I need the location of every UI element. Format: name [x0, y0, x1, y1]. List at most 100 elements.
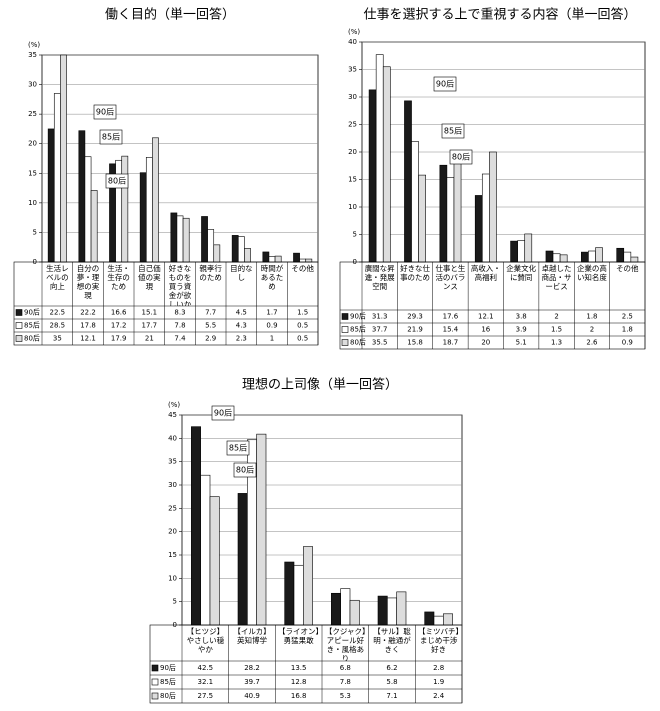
bar [60, 54, 67, 263]
legend-label: 85后 [350, 325, 366, 334]
legend-label: 90后 [160, 663, 176, 672]
annotation: 85后 [229, 443, 247, 453]
bar [53, 93, 61, 263]
table-value: 1 [270, 335, 274, 343]
table-value: 17.7 [142, 322, 158, 330]
table-value: 29.3 [407, 313, 423, 321]
table-value: 20 [481, 339, 490, 347]
table-value: 42.5 [198, 664, 214, 672]
table-value: 22.5 [50, 309, 66, 317]
bar [453, 158, 462, 263]
table-value: 0.5 [297, 335, 308, 343]
x-tick-label-box: その他 [291, 264, 314, 273]
x-tick-label: 生活レベルの向上 [46, 264, 69, 291]
y-tick-label: 10 [168, 574, 177, 582]
bar [446, 177, 455, 263]
annotation: 90后 [96, 107, 114, 117]
bar [145, 157, 153, 263]
table-value: 2.9 [205, 335, 216, 343]
y-tick-label: 25 [168, 504, 177, 512]
bar [213, 244, 221, 263]
bar [90, 190, 98, 263]
table-value: 17.6 [443, 313, 459, 321]
x-tick-label: 好きなものを買う資金が欲しいから [168, 264, 192, 306]
annotation-box [211, 405, 235, 421]
table-value: 35 [53, 335, 62, 343]
x-tick-label: 親孝行のため [199, 264, 222, 282]
table-value: 0.9 [622, 339, 633, 347]
table-value: 7.8 [174, 322, 185, 330]
bar [231, 235, 239, 263]
bar [424, 611, 435, 626]
legend-swatch [15, 322, 23, 329]
x-tick-label-box: 【ライオン】勇猛果敢 [278, 627, 320, 645]
table-value: 31.3 [372, 313, 388, 321]
y-tick-label: 30 [168, 481, 177, 489]
x-tick-label-box: 目的なし [230, 264, 253, 282]
y-axis-unit: (%) [168, 401, 180, 409]
bar [489, 151, 497, 263]
y-tick-label: 20 [348, 148, 357, 156]
table-value: 0.5 [297, 322, 308, 330]
table-value: 8.3 [174, 309, 185, 317]
y-tick-label: 25 [28, 110, 37, 118]
x-tick-label: 時間があるため [260, 264, 284, 291]
y-tick-label: 15 [28, 169, 37, 177]
y-tick-label: 30 [28, 81, 37, 89]
table-value: 12.8 [291, 678, 307, 686]
bar [237, 493, 248, 626]
y-tick-label: 20 [28, 140, 37, 148]
x-tick-label-box: 自己価値の実現 [138, 264, 161, 291]
legend-label: 80后 [160, 691, 176, 700]
x-tick-label-box: 仕事と生活のバランス [435, 264, 465, 291]
x-tick-label-box: 【イルカ】英知博学 [233, 627, 270, 645]
table-value: 22.2 [80, 309, 96, 317]
x-tick-label: 【ライオン】勇猛果敢 [278, 627, 320, 645]
bar [274, 255, 282, 263]
table-value: 1.8 [622, 326, 633, 334]
bar [630, 256, 639, 263]
bar [207, 229, 215, 263]
legend-swatch [151, 678, 159, 686]
bar [581, 251, 589, 263]
table-value: 21 [145, 335, 154, 343]
bar [616, 247, 625, 263]
legend-swatch [15, 309, 23, 316]
legend-label: 80后 [24, 334, 40, 343]
table-value: 17.2 [111, 322, 127, 330]
bar [623, 251, 632, 263]
bar [375, 54, 384, 263]
table-value: 15.1 [142, 309, 158, 317]
bar [474, 195, 483, 263]
annotation-box [99, 129, 123, 145]
table-value: 12.1 [80, 335, 96, 343]
table-value: 1.3 [551, 339, 562, 347]
bar [299, 258, 307, 263]
x-tick-label-box: 【ミツバチ】まじめ干渉好き [418, 627, 460, 654]
table-value: 13.5 [291, 664, 307, 672]
y-tick-label: 40 [168, 434, 177, 442]
legend-swatch [15, 335, 23, 342]
bar [396, 591, 407, 626]
legend-label: 85后 [24, 321, 40, 330]
x-tick-label: 廣闊な昇進・発展空間 [364, 264, 395, 291]
table-value: 1.9 [433, 678, 444, 686]
annotation: 90后 [436, 79, 454, 89]
bar [209, 496, 220, 626]
bar [182, 217, 190, 263]
table-value: 16.8 [291, 692, 307, 700]
x-tick-label: 【クジャク】アピール好き・風格あり [324, 627, 366, 661]
x-tick-label: 【ミツバチ】まじめ干渉好き [418, 627, 460, 654]
table-value: 6.2 [386, 664, 397, 672]
annotation-box [226, 440, 250, 456]
bar [377, 595, 388, 626]
x-tick-label-box: 自分の夢・理想の実現 [77, 264, 100, 300]
bar [510, 240, 518, 263]
legend-swatch [341, 313, 349, 320]
x-tick-label: 企業の高い知名度 [576, 264, 607, 282]
table-value: 17.9 [111, 335, 127, 343]
table-value: 3.9 [516, 326, 527, 334]
table-value: 37.7 [372, 326, 388, 334]
table-value: 2 [554, 313, 558, 321]
bar [349, 599, 360, 626]
